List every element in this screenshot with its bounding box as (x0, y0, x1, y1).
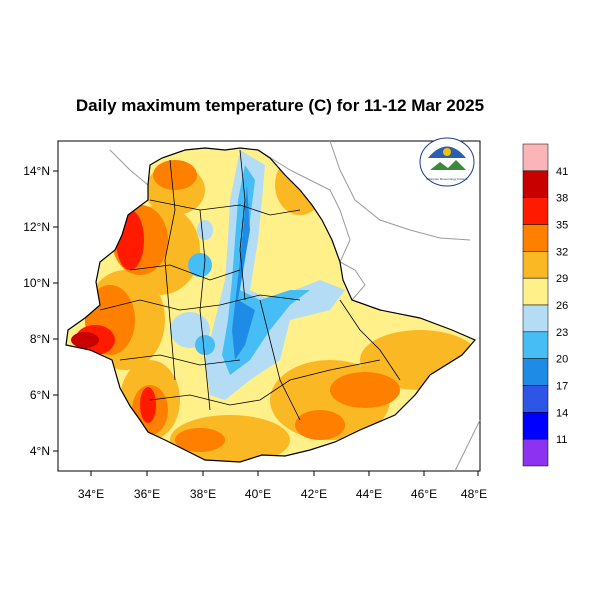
colorbar-swatch (522, 277, 549, 306)
y-tick-labels: 14°N 12°N 10°N 8°N 6°N 4°N (23, 164, 50, 458)
colorbar-swatch (522, 224, 549, 252)
colorbar-label: 38 (556, 193, 568, 205)
x-tick-label: 40°E (245, 487, 271, 501)
x-tick-label: 42°E (301, 487, 327, 501)
institute-logo: Ethiopian Meteorology Institute (419, 137, 475, 187)
map-title: Daily maximum temperature (C) for 11-12 … (75, 96, 485, 115)
colorbar-label: 35 (556, 220, 568, 232)
neighbor-borders (109, 140, 481, 472)
colorbar-swatch (522, 143, 549, 172)
colorbar: 41 38 35 32 29 26 23 20 17 14 11 (522, 143, 568, 467)
colorbar-swatch (522, 385, 549, 413)
x-tick-label: 34°E (78, 487, 104, 501)
x-tick-label: 46°E (411, 487, 437, 501)
y-tick-label: 6°N (30, 388, 50, 402)
colorbar-label: 11 (556, 434, 567, 446)
colorbar-swatch (522, 170, 549, 198)
colorbar-label: 14 (556, 407, 568, 419)
colorbar-label: 17 (556, 381, 568, 393)
x-tick-label: 38°E (190, 487, 216, 501)
colorbar-label: 41 (556, 166, 568, 178)
logo-text: Ethiopian Meteorology Institute (426, 177, 468, 181)
y-tick-label: 4°N (30, 444, 50, 458)
colorbar-swatch (522, 438, 549, 467)
y-tick-label: 10°N (23, 276, 50, 290)
colorbar-swatch (522, 412, 549, 440)
x-tick-label: 48°E (461, 487, 487, 501)
colorbar-label: 23 (556, 327, 568, 339)
axis-ticks (53, 170, 479, 476)
colorbar-swatch (522, 251, 549, 279)
x-tick-label: 44°E (356, 487, 382, 501)
colorbar-swatch (522, 197, 549, 225)
y-tick-label: 8°N (30, 332, 50, 346)
y-tick-label: 12°N (23, 220, 50, 234)
colorbar-swatch (522, 358, 549, 386)
colorbar-swatch (522, 331, 549, 359)
admin-boundaries (99, 149, 401, 421)
x-tick-labels: 34°E 36°E 38°E 40°E 42°E 44°E 46°E 48°E (78, 487, 487, 501)
y-tick-label: 14°N (23, 164, 50, 178)
colorbar-label: 32 (556, 246, 568, 258)
x-tick-label: 36°E (134, 487, 160, 501)
colorbar-label: 29 (556, 273, 568, 285)
colorbar-label: 26 (556, 300, 568, 312)
colorbar-swatch (522, 304, 549, 333)
colorbar-label: 20 (556, 354, 568, 366)
